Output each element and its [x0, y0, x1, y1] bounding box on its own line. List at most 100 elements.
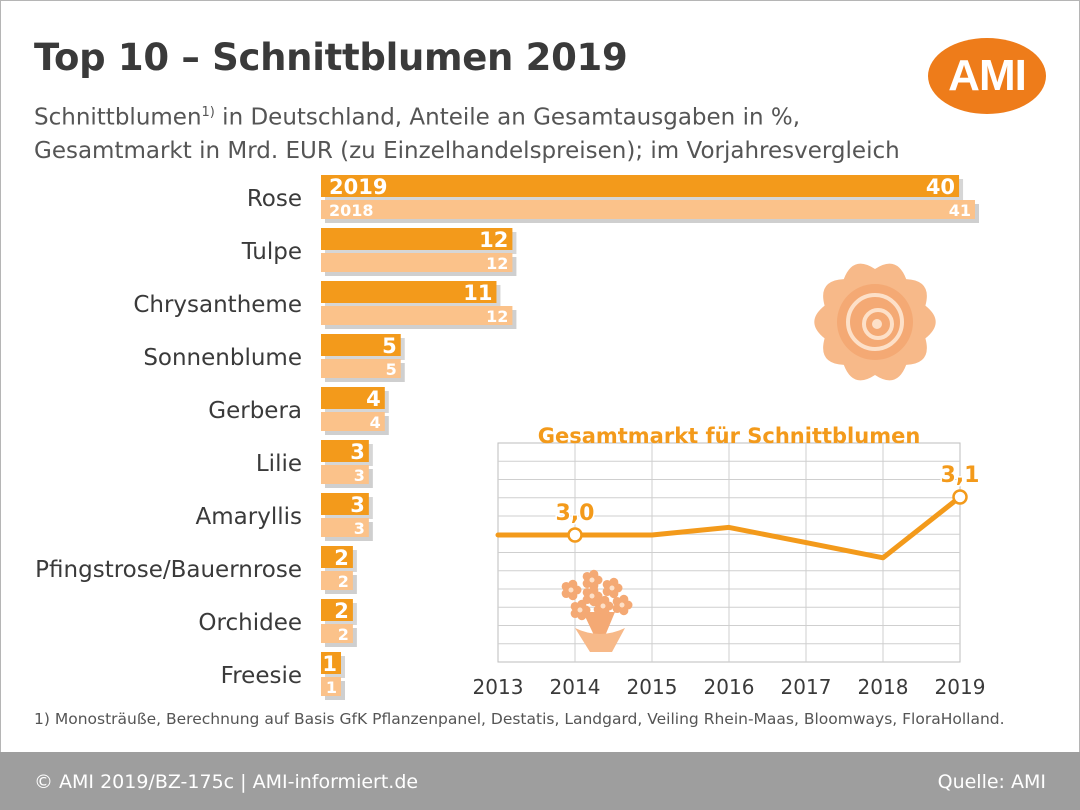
value-label-2018: 5 — [386, 360, 397, 379]
bouquet-wrap — [583, 612, 615, 648]
bouquet-petal — [593, 605, 603, 615]
category-label: Sonnenblume — [143, 345, 302, 371]
value-label-2018: 4 — [370, 413, 381, 432]
bouquet-petal — [589, 569, 599, 579]
line-value-label: 3,1 — [941, 463, 980, 488]
category-label: Amaryllis — [196, 504, 302, 530]
bar-2019 — [321, 546, 353, 568]
value-label-2018: 2 — [338, 625, 349, 644]
category-label: Orchidee — [198, 610, 302, 636]
value-label-2019: 5 — [382, 334, 397, 358]
subtitle-text-1-rest: in Deutschland, Anteile an Gesamtausgabe… — [214, 104, 801, 131]
bar-2018 — [321, 624, 353, 643]
bar-2019 — [321, 175, 960, 197]
bouquet-petal — [582, 579, 592, 589]
bouquet-flower-center — [577, 607, 583, 613]
category-label: Pfingstrose/Bauernrose — [35, 557, 302, 583]
bar-2019 — [321, 599, 353, 621]
copyright-text: © AMI 2019/BZ-175c | AMI-informiert.de — [34, 771, 419, 793]
value-label-2018: 12 — [486, 254, 508, 273]
bouquet-flower-center — [589, 577, 595, 583]
category-label: Gerbera — [208, 398, 302, 424]
subtitle-text-2: Gesamtmarkt in Mrd. EUR (zu Einzelhandel… — [34, 137, 900, 164]
line-point-marker — [567, 527, 583, 543]
source-text: Quelle: AMI — [937, 771, 1046, 793]
x-tick-label: 2018 — [858, 675, 909, 699]
value-label-2019: 40 — [926, 175, 955, 199]
bar-2018 — [321, 571, 353, 590]
ami-logo: AMI — [928, 38, 1046, 114]
footer-bar: © AMI 2019/BZ-175c | AMI-informiert.de Q… — [0, 752, 1080, 810]
footnote: 1) Monosträuße, Berechnung auf Basis GfK… — [34, 710, 1005, 728]
line-value-label: 3,0 — [556, 501, 595, 526]
x-tick-label: 2013 — [473, 675, 524, 699]
value-label-2019: 11 — [463, 281, 492, 305]
value-label-2018: 3 — [354, 466, 365, 485]
bouquet-petal — [602, 587, 612, 597]
value-label-2019: 1 — [322, 652, 337, 676]
x-tick-label: 2017 — [781, 675, 832, 699]
x-tick-label: 2016 — [704, 675, 755, 699]
bouquet-flower-center — [609, 585, 615, 591]
bar-2019 — [321, 493, 369, 515]
bouquet-flower-center — [600, 603, 606, 609]
bouquet-wrap-front — [575, 628, 625, 652]
page-title: Top 10 – Schnittblumen 2019 — [34, 36, 628, 79]
category-label: Lilie — [256, 451, 302, 477]
subtitle-footnote-mark: 1) — [201, 105, 215, 120]
bar-2019 — [321, 228, 513, 250]
bouquet-flower-center — [619, 602, 625, 608]
bouquet-petal — [561, 589, 571, 599]
value-label-2019: 3 — [350, 493, 365, 517]
bar-2018 — [321, 359, 401, 378]
series-label-2019: 2019 — [329, 175, 387, 199]
bouquet-petal — [568, 579, 578, 589]
value-label-2018: 1 — [326, 678, 337, 697]
bouquet-petal — [619, 594, 629, 604]
rose-icon — [814, 263, 936, 381]
line-point-marker — [952, 489, 968, 505]
bouquet-flower-center — [568, 587, 574, 593]
bar-2018 — [321, 412, 385, 431]
bouquet-petal — [589, 585, 599, 595]
category-label: Tulpe — [241, 239, 302, 265]
bouquet-flower-center — [589, 593, 595, 599]
bouquet-petal — [570, 609, 580, 619]
rose-swirl — [846, 293, 904, 351]
value-label-2019: 12 — [479, 228, 508, 252]
bar-2018 — [321, 253, 513, 272]
value-label-2019: 2 — [334, 599, 349, 623]
value-label-2018: 3 — [354, 519, 365, 538]
bar-2018 — [321, 306, 513, 325]
bouquet-petal — [600, 595, 610, 605]
bar-2019 — [321, 334, 401, 356]
x-tick-label: 2019 — [935, 675, 986, 699]
value-label-2018: 41 — [949, 201, 971, 220]
bar-2019 — [321, 281, 497, 303]
line-chart: Gesamtmarkt für Schnittblumen 2013 2014 201… — [473, 424, 986, 699]
subtitle-text-1: Schnittblumen — [34, 104, 202, 131]
category-label: Rose — [247, 186, 302, 212]
bar-2018 — [321, 518, 369, 537]
rose-center — [872, 319, 882, 329]
line-chart-title: Gesamtmarkt für Schnittblumen — [538, 424, 921, 448]
rose-swirl — [862, 308, 894, 340]
x-tick-label: 2015 — [627, 675, 678, 699]
series-label-2018: 2018 — [329, 201, 374, 220]
bar-2018 — [321, 677, 341, 696]
value-label-2019: 4 — [366, 387, 381, 411]
value-label-2019: 2 — [334, 546, 349, 570]
bar-2019 — [321, 652, 341, 674]
value-label-2019: 3 — [350, 440, 365, 464]
bouquet-petal — [582, 595, 592, 605]
bar-2019 — [321, 387, 385, 409]
value-label-2018: 2 — [338, 572, 349, 591]
page-subtitle: Schnittblumen1) in Deutschland, Anteile … — [34, 96, 900, 168]
bar-2018 — [321, 200, 975, 219]
bouquet-icon — [561, 569, 633, 652]
bar-2018 — [321, 465, 369, 484]
category-label: Chrysantheme — [133, 292, 302, 318]
bouquet-petal — [609, 577, 619, 587]
